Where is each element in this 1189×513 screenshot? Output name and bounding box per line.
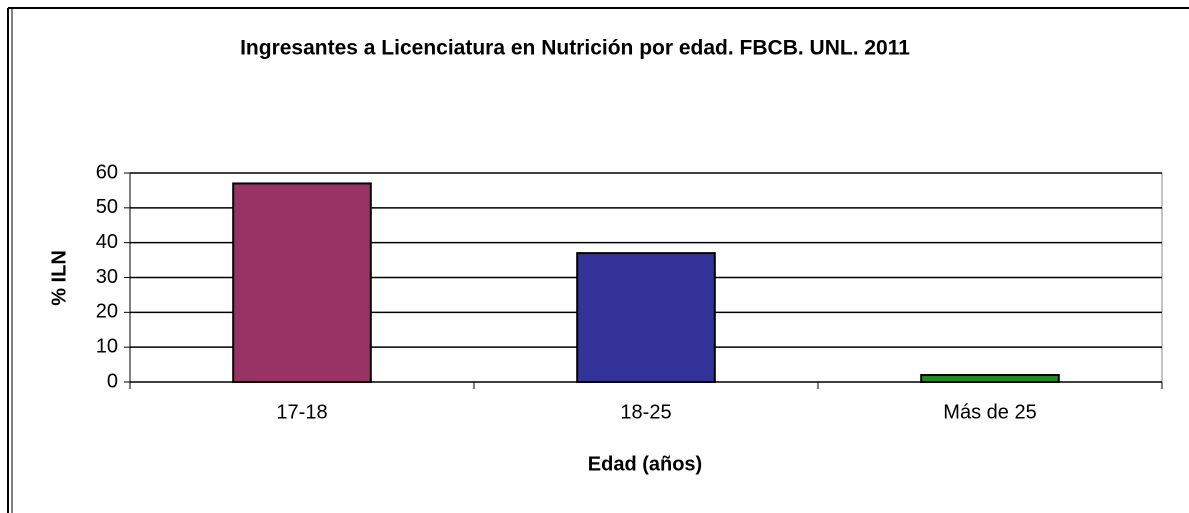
chart-title: Ingresantes a Licenciatura en Nutrición … — [240, 37, 910, 60]
y-tick-label: 0 — [107, 370, 118, 392]
x-tick-label: Más de 25 — [943, 401, 1036, 423]
y-tick-label: 30 — [96, 266, 118, 288]
x-tick-label: 18-25 — [620, 401, 671, 423]
x-axis-label: Edad (años) — [588, 453, 702, 475]
x-tick-label: 17-18 — [276, 401, 327, 423]
bar — [232, 182, 372, 383]
bar — [920, 374, 1060, 383]
y-tick-label: 20 — [96, 301, 118, 323]
y-tick-label: 60 — [96, 161, 118, 183]
bar — [576, 252, 716, 383]
y-tick-label: 40 — [96, 231, 118, 253]
y-axis-label: % ILN — [48, 250, 70, 306]
y-tick-label: 50 — [96, 196, 118, 218]
y-tick-label: 10 — [96, 335, 118, 357]
